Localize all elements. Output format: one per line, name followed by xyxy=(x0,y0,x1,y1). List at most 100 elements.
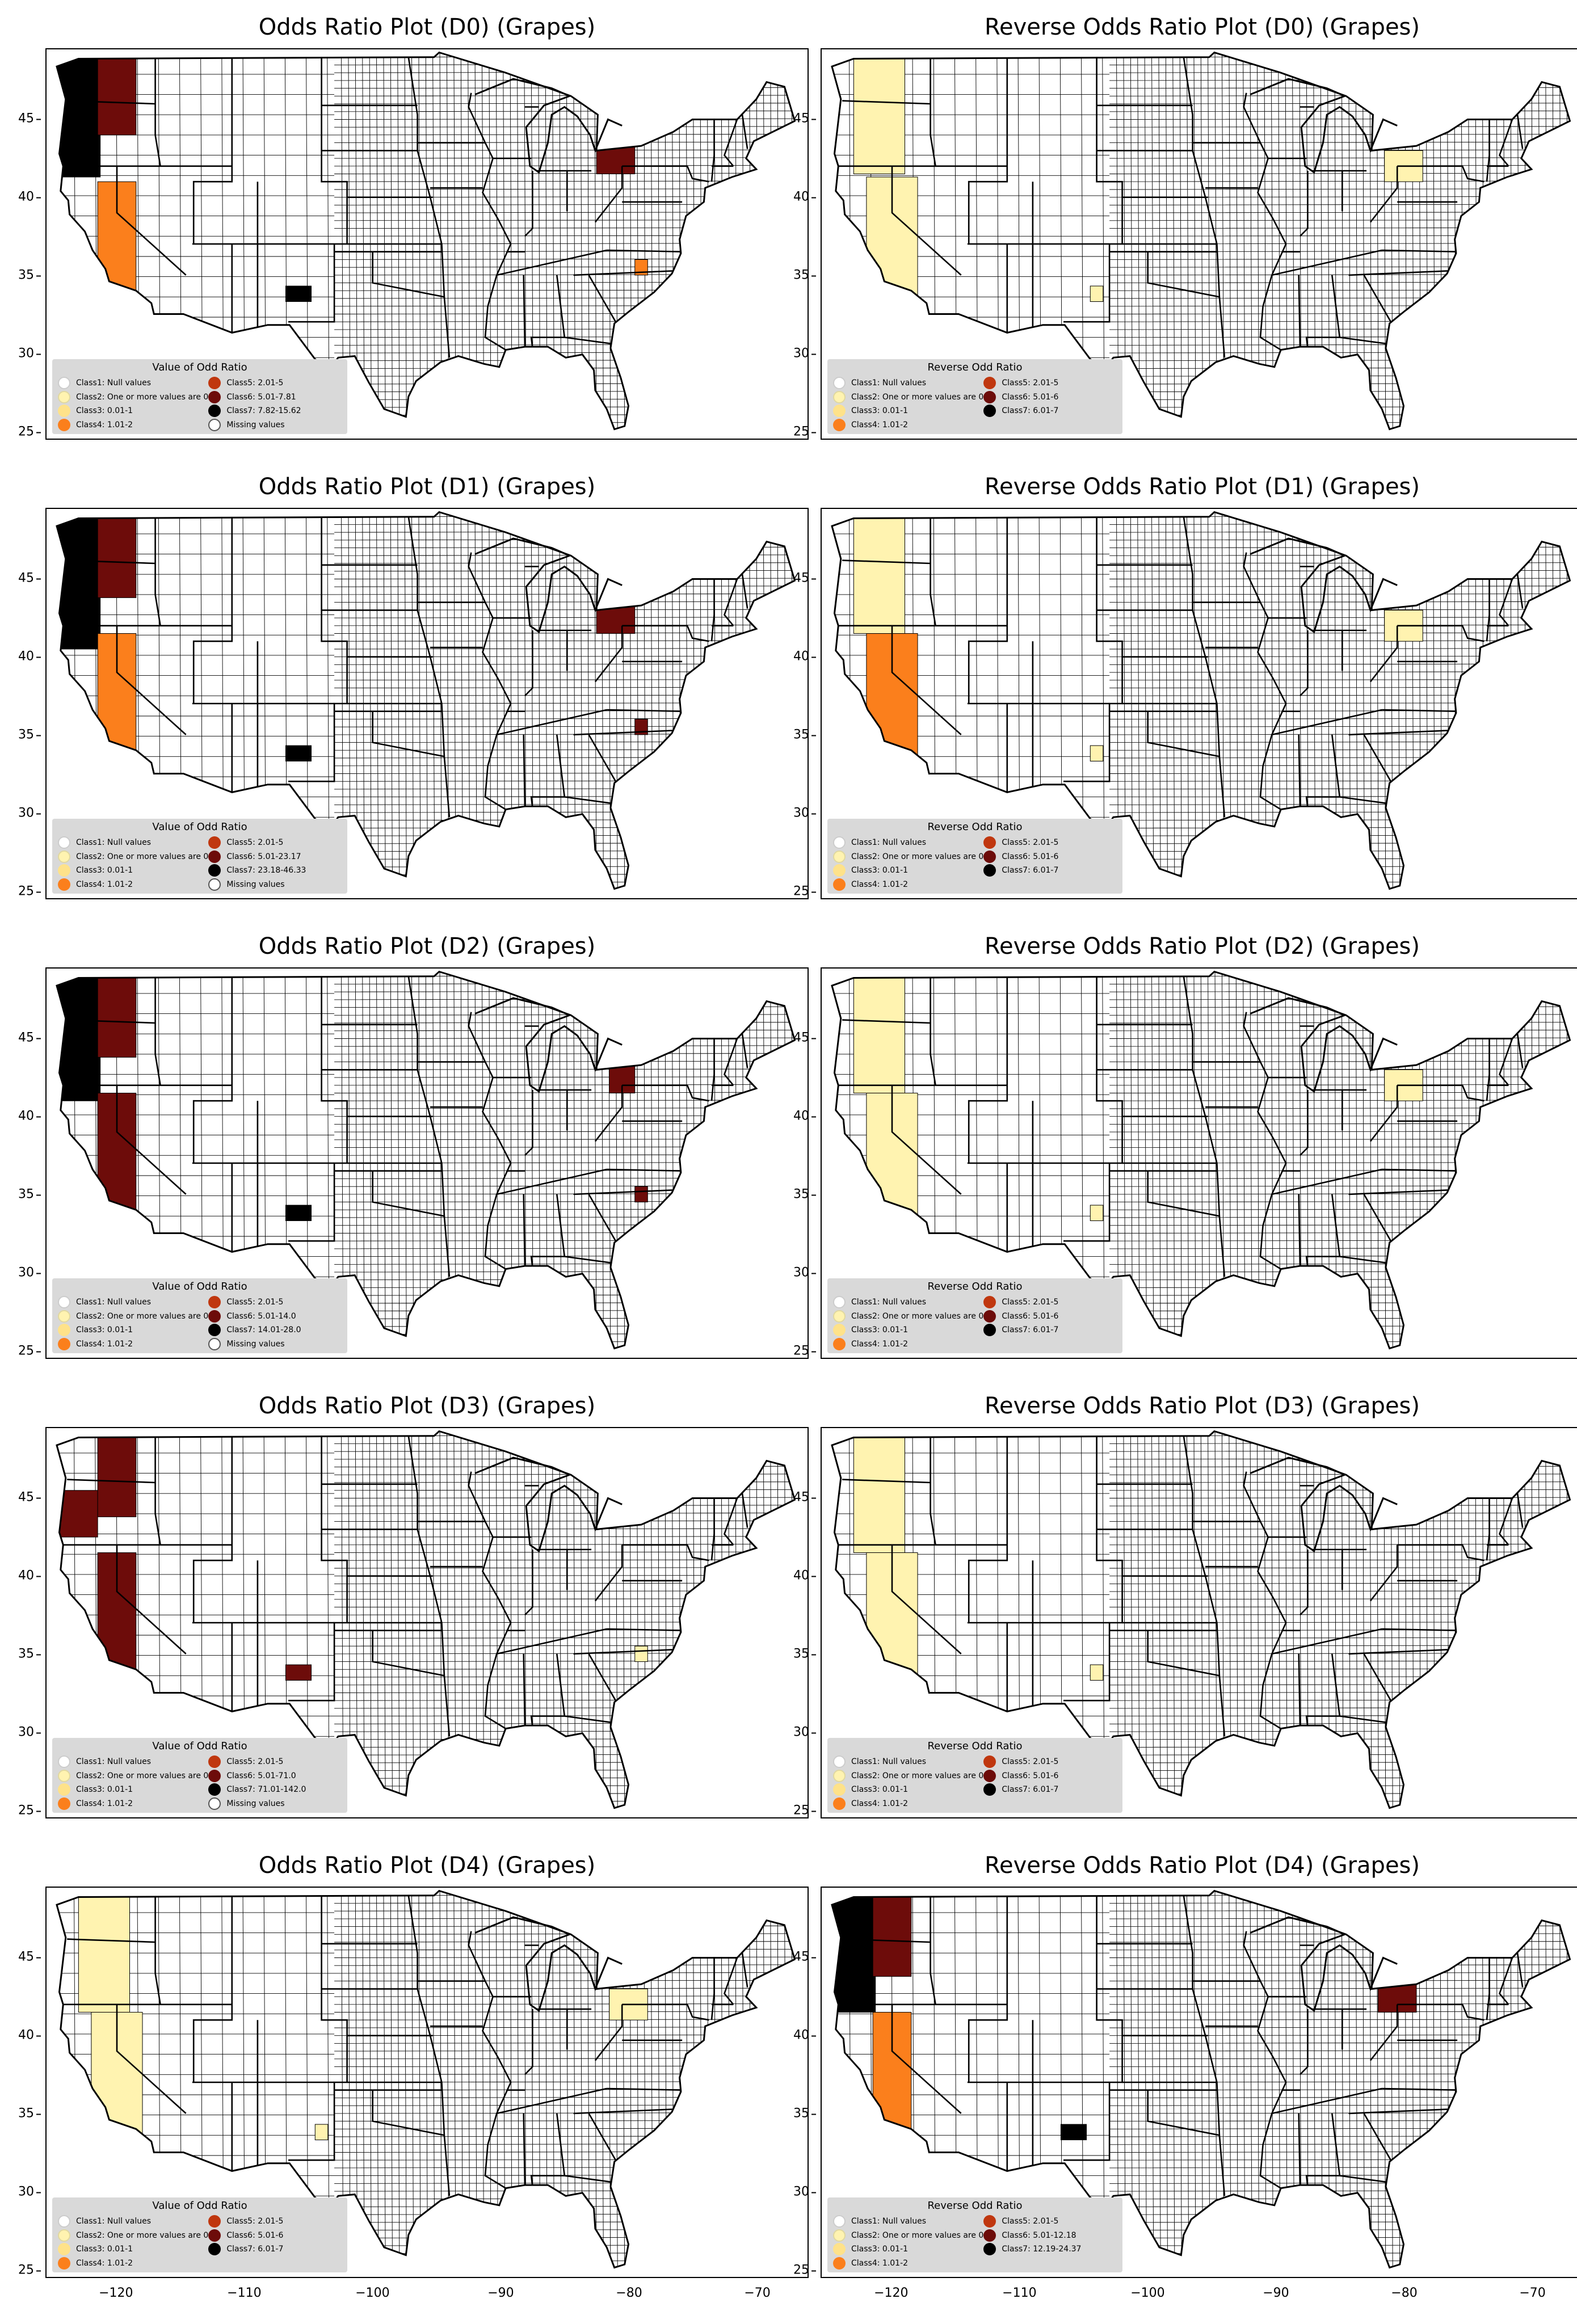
highlighted-county-4 xyxy=(634,259,648,276)
y-axis-ticks: 25 30 35 40 45 xyxy=(11,1427,41,1818)
state-border xyxy=(1299,2009,1309,2075)
panel-title: Reverse Odds Ratio Plot (D1) (Grapes) xyxy=(984,474,1420,500)
state-border xyxy=(1257,602,1287,810)
legend-item: Class1: Null values xyxy=(833,1295,983,1310)
state-border xyxy=(1397,165,1485,183)
y-axis-ticks: 25 30 35 40 45 xyxy=(787,1427,816,1818)
map-legend: Reverse Odd Ratio Class1: Null values Clas… xyxy=(827,819,1122,894)
legend-swatch xyxy=(58,2215,70,2228)
state-border xyxy=(741,1034,748,1068)
map-frame: Reverse Odd Ratio Class1: Null values Clas… xyxy=(821,967,1577,1359)
state-border xyxy=(1369,2004,1398,2061)
legend-item: Class7: 12.19-24.37 xyxy=(983,2242,1119,2256)
map-panel-d2-odds: Odds Ratio Plot (D2) (Grapes) Value of Od… xyxy=(18,933,809,1359)
state-border xyxy=(1382,709,1458,712)
y-tick-label: 40 xyxy=(18,1109,41,1123)
state-border xyxy=(607,709,683,712)
x-tick-label: −70 xyxy=(744,2286,771,2300)
legend-label: Class2: One or more values are 0 xyxy=(76,852,209,861)
y-tick-label: 35 xyxy=(18,268,41,283)
legend-label: Class6: 5.01-6 xyxy=(1002,392,1059,402)
state-border xyxy=(1486,1957,1490,2020)
legend-label: Class6: 5.01-7.81 xyxy=(226,392,296,402)
legend-swatch xyxy=(983,1783,996,1796)
state-border xyxy=(116,166,187,276)
legend-swatch xyxy=(58,1783,70,1796)
state-border xyxy=(1348,270,1460,276)
legend-swatch xyxy=(208,2215,221,2228)
us-outline xyxy=(831,1430,1571,1809)
legend-swatch xyxy=(983,2243,996,2256)
legend-label: Class4: 1.01-2 xyxy=(76,1799,133,1808)
highlighted-county-3 xyxy=(314,2124,329,2141)
state-border xyxy=(622,1544,709,1561)
legend-title: Reverse Odd Ratio xyxy=(927,2200,1023,2212)
legend-item: Class2: One or more values are 0 xyxy=(833,390,983,405)
legend-item: Class7: 6.01-7 xyxy=(983,1323,1119,1337)
state-border xyxy=(1516,1953,1524,1988)
state-border xyxy=(1298,1653,1301,1726)
legend-item: Class5: 2.01-5 xyxy=(208,376,344,390)
panel-title: Reverse Odds Ratio Plot (D4) (Grapes) xyxy=(984,1853,1420,1879)
y-tick-label: 30 xyxy=(18,346,41,361)
legend-swatch xyxy=(58,878,70,891)
state-border xyxy=(1397,1544,1485,1561)
state-border xyxy=(968,516,1008,704)
legend-label: Class7: 12.19-24.37 xyxy=(1002,2245,1082,2254)
state-border xyxy=(564,796,611,804)
state-border xyxy=(1299,1090,1309,1156)
legend-label: Class2: One or more values are 0 xyxy=(76,1771,209,1780)
legend-swatch xyxy=(833,418,846,431)
state-border xyxy=(1499,1957,1513,2005)
state-border xyxy=(1147,251,1220,298)
legend-label: Class4: 1.01-2 xyxy=(76,879,133,889)
legend-item: Class3: 0.01-1 xyxy=(833,1783,983,1797)
legend-item: Class7: 6.01-7 xyxy=(208,2242,344,2256)
legend-item: Class1: Null values xyxy=(833,2214,983,2229)
highlighted-county-0 xyxy=(853,52,905,175)
legend-label: Class2: One or more values are 0 xyxy=(851,2230,984,2240)
legend-item: Class6: 5.01-6 xyxy=(208,2229,344,2243)
legend-label: Class1: Null values xyxy=(76,378,152,388)
state-border xyxy=(622,1084,709,1102)
y-tick-label: 25 xyxy=(18,2263,41,2277)
legend-swatch xyxy=(833,1324,846,1337)
legend-swatch xyxy=(833,405,846,418)
legend-swatch xyxy=(983,1324,996,1337)
state-border xyxy=(1243,1012,1261,1063)
state-border xyxy=(1339,336,1386,344)
state-border xyxy=(372,2090,445,2136)
highlighted-county-0 xyxy=(853,1431,905,1553)
state-border xyxy=(1243,552,1261,603)
state-border xyxy=(710,1498,715,1561)
state-border xyxy=(482,1521,512,1729)
y-tick-label: 30 xyxy=(793,346,816,361)
legend-item: Missing values xyxy=(208,878,344,892)
y-tick-label: 45 xyxy=(18,571,41,586)
legend-label: Class2: One or more values are 0 xyxy=(76,1311,209,1321)
highlighted-county-0 xyxy=(832,1891,876,2013)
state-border xyxy=(1382,1628,1458,1631)
legend-item: Class6: 5.01-6 xyxy=(983,390,1119,405)
legend-swatch xyxy=(208,1324,221,1337)
state-border xyxy=(1397,625,1485,642)
state-border xyxy=(1397,2003,1485,2021)
legend-item: Class2: One or more values are 0 xyxy=(58,1769,208,1783)
state-border xyxy=(622,165,709,183)
map-frame: Value of Odd Ratio Class1: Null values Cla… xyxy=(45,48,809,440)
state-border xyxy=(154,976,161,1086)
legend-swatch xyxy=(58,836,70,849)
y-tick-label: 25 xyxy=(793,884,816,899)
legend-item: Class5: 2.01-5 xyxy=(983,1295,1119,1310)
state-border xyxy=(1499,1038,1513,1086)
state-border xyxy=(842,1019,931,1024)
panel-title: Odds Ratio Plot (D0) (Grapes) xyxy=(258,14,596,40)
x-tick-label: −80 xyxy=(1391,2286,1418,2300)
state-border xyxy=(891,1544,962,1654)
state-border xyxy=(192,57,233,244)
y-tick-label: 35 xyxy=(18,1187,41,1202)
panel-title: Reverse Odds Ratio Plot (D3) (Grapes) xyxy=(984,1393,1420,1419)
legend-title: Value of Odd Ratio xyxy=(152,1281,247,1292)
map-frame: Reverse Odd Ratio Class1: Null values Clas… xyxy=(821,48,1577,440)
state-border xyxy=(573,1648,685,1655)
